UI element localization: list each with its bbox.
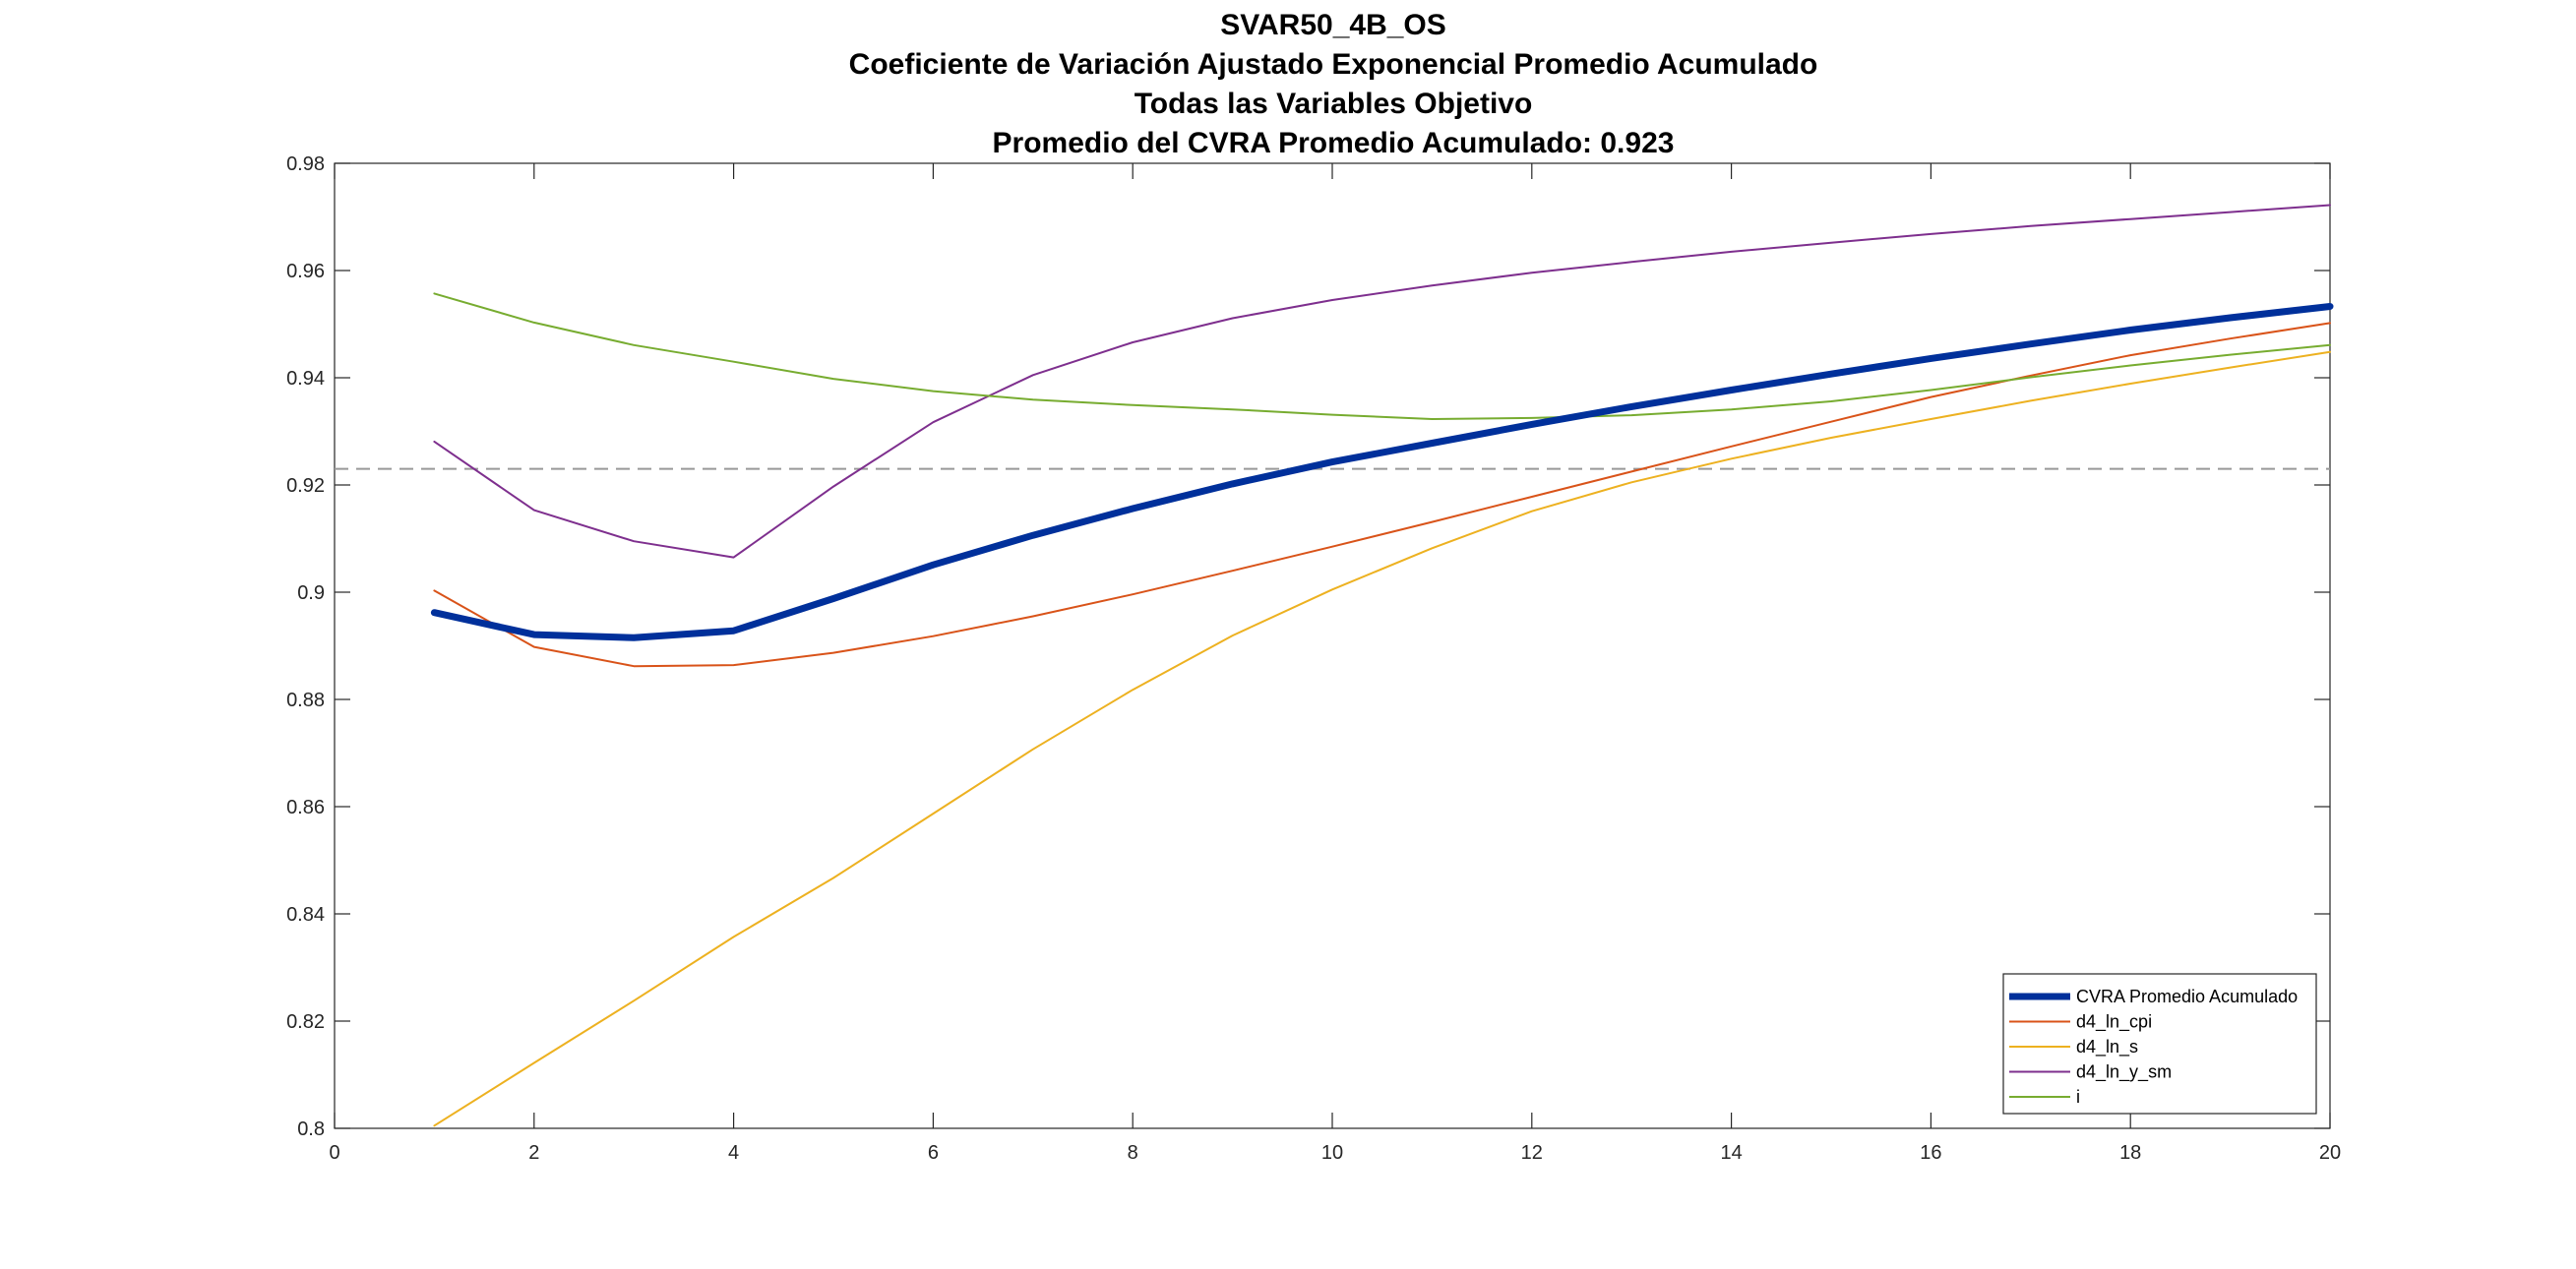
y-tick-label: 0.86 — [286, 797, 325, 818]
series-line-i — [433, 292, 2331, 420]
y-tick-label: 0.92 — [286, 475, 325, 497]
y-tick-label: 0.94 — [286, 368, 325, 390]
x-tick-label: 6 — [928, 1142, 939, 1164]
axes-box — [334, 162, 2331, 1129]
legend-label: CVRA Promedio Acumulado — [2076, 987, 2298, 1006]
legend-label: i — [2076, 1087, 2080, 1107]
chart-title: SVAR50_4B_OS Coeficiente de Variación Aju… — [849, 9, 1818, 159]
legend-box — [2002, 973, 2317, 1115]
y-tick-label: 0.98 — [286, 153, 325, 175]
legend-label: d4_ln_cpi — [2076, 1012, 2152, 1033]
x-tick-label: 8 — [1128, 1142, 1138, 1164]
x-tick-label: 18 — [2119, 1142, 2141, 1164]
title-line-3: Todas las Variables Objetivo — [1135, 88, 1533, 120]
x-tick-label: 14 — [1720, 1142, 1742, 1164]
series-line-d4-ln-s — [433, 350, 2331, 1127]
x-tick-label: 20 — [2319, 1142, 2341, 1164]
x-tick-label: 12 — [1521, 1142, 1543, 1164]
x-tick-label: 0 — [329, 1142, 339, 1164]
title-line-1: SVAR50_4B_OS — [1220, 9, 1446, 41]
y-tick-label: 0.96 — [286, 261, 325, 282]
y-tick-label: 0.88 — [286, 690, 325, 711]
title-line-4: Promedio del CVRA Promedio Acumulado: 0.… — [993, 127, 1675, 159]
y-tick-label: 0.9 — [297, 582, 325, 604]
axis-ticks: 0 2 4 6 8 10 12 14 16 18 20 0.8 0.82 0.84 0.86 0.88 0.9 0… — [286, 153, 2341, 1164]
series-line-cvra-promedio-acumulado — [430, 303, 2334, 641]
x-tick-label: 10 — [1321, 1142, 1343, 1164]
y-tick-label: 0.84 — [286, 904, 325, 926]
legend-label: d4_ln_y_sm — [2076, 1062, 2172, 1083]
series-lines — [430, 204, 2334, 1127]
legend-label: d4_ln_s — [2076, 1037, 2138, 1058]
series-line-d4-ln-y-sm — [433, 204, 2331, 559]
title-line-2: Coeficiente de Variación Ajustado Expone… — [849, 48, 1818, 81]
y-tick-label: 0.82 — [286, 1011, 325, 1033]
x-tick-label: 16 — [1920, 1142, 1941, 1164]
y-tick-label: 0.8 — [297, 1118, 325, 1140]
x-tick-label: 2 — [528, 1142, 539, 1164]
legend: CVRA Promedio Acumulado d4_ln_cpi d4_ln_sd… — [2002, 973, 2317, 1115]
x-tick-label: 4 — [728, 1142, 739, 1164]
